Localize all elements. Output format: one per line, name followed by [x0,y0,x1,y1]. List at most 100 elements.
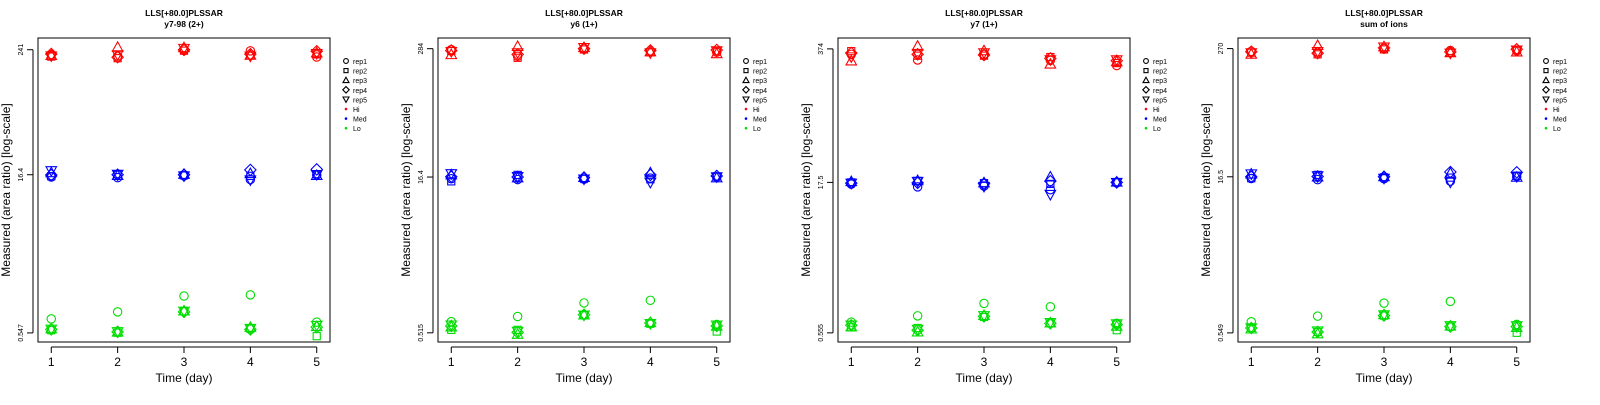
legend-rep4-label: rep4 [1153,88,1167,95]
point-med-rep5-day2 [511,172,524,184]
point-med-rep3-day1 [845,175,858,187]
point-lo-rep5-day4 [244,323,257,336]
point-lo-rep1-day4 [245,290,256,300]
point-med-rep5-day1 [445,169,458,181]
legend-rep2-icon [343,68,349,74]
legend-hi-icon [1144,107,1148,111]
point-lo-rep5-day1 [1245,323,1258,335]
x-tick-label: 3 [1381,355,1388,369]
x-tick-label: 2 [1314,355,1321,369]
plot-frame [837,37,1131,343]
point-med-rep4-day1 [444,170,458,184]
chart-subtitle: y7-98 (2+) [164,19,204,29]
y-tick-label: 270 [1218,43,1225,55]
x-tick-label: 2 [114,355,121,369]
legend-med-icon [744,117,748,120]
point-med-rep5-day5 [1110,177,1123,190]
y-tick-label: 0.555 [818,324,825,342]
point-lo-rep5-day5 [1110,319,1123,331]
point-lo-rep2-day5 [712,327,721,336]
legend-rep3-label: rep3 [1553,78,1567,85]
point-hi-rep5-day5 [1510,45,1523,57]
point-med-rep5-day2 [911,176,924,189]
point-med-rep5-day5 [310,169,323,182]
legend-rep4-label: rep4 [353,88,367,95]
point-lo-rep5-day1 [445,320,458,332]
x-tick-label: 1 [448,355,455,369]
point-hi-rep5-day5 [1110,55,1123,67]
plot-frame [437,37,731,343]
legend: rep1 rep2 rep3 rep4 rep5 Hi Med Lo [1141,58,1167,133]
point-hi-rep5-day1 [1245,48,1258,60]
legend: rep1 rep2 rep3 rep4 rep5 Hi Med Lo [1541,58,1567,133]
legend-lo-label: Lo [353,126,361,133]
point-lo-rep3-day3 [577,308,591,320]
legend: rep1 rep2 rep3 rep4 rep5 Hi Med Lo [741,58,767,133]
y-tick-label: 241 [18,44,25,56]
legend-lo-icon [1144,126,1148,130]
point-med-rep4-day1 [1244,170,1258,184]
point-hi-rep2-day2 [113,54,122,63]
point-med-rep5-day1 [845,178,858,190]
point-med-rep4-day3 [977,177,991,191]
chart-title: LLS[+80.0]PLSSAR [945,8,1023,18]
x-axis-label: Time (day) [156,371,213,385]
chart-subtitle: y6 (1+) [570,19,597,29]
point-med-rep5-day4 [644,177,657,189]
point-lo-rep1-day3 [1379,298,1389,308]
point-lo-rep1-day3 [179,291,189,301]
legend-rep2-label: rep2 [353,69,367,76]
point-hi-rep4-day1 [844,46,858,60]
legend-rep5-label: rep5 [753,97,767,104]
legend-rep5-label: rep5 [1553,97,1567,104]
y-axis-label: Measured (area ratio) [log-scale] [0,103,13,276]
point-hi-rep5-day3 [977,48,991,60]
legend-rep4-label: rep4 [753,88,767,95]
y-tick-label: 17.5 [818,175,825,189]
legend-hi-icon [344,107,348,111]
point-lo-rep1-day2 [512,311,523,322]
x-tick-label: 1 [48,355,55,369]
point-med-rep3-day3 [1377,170,1391,182]
legend-med-icon [1144,117,1148,120]
point-med-rep4-day3 [1377,170,1391,184]
point-lo-rep1-day1 [1246,316,1257,327]
point-hi-rep5-day4 [244,51,257,63]
point-med-rep3-day5 [1110,175,1123,187]
y-tick-label: 284 [418,43,425,55]
point-med-rep5-day2 [111,169,124,181]
point-lo-rep3-day3 [977,308,991,321]
legend-hi-icon [744,107,748,111]
y-tick-label: 0.549 [1218,324,1225,342]
point-hi-rep1-day4 [245,46,256,56]
point-hi-rep4-day2 [111,50,125,64]
point-med-rep1-day4 [1045,184,1056,195]
y-tick-label: 16.4 [18,168,25,182]
point-hi-rep5-day5 [710,46,723,58]
point-lo-rep5-day3 [977,311,991,323]
point-med-rep4-day4 [1043,174,1057,188]
point-lo-rep5-day3 [1377,310,1391,322]
point-lo-rep5-day2 [1311,326,1324,338]
point-med-rep3-day3 [177,167,191,179]
point-hi-rep2-day2 [513,53,522,62]
point-lo-rep1-day2 [1312,311,1323,321]
point-med-rep5-day3 [577,174,591,186]
point-lo-rep1-day5 [311,317,322,327]
x-tick-label: 5 [1513,355,1520,369]
point-hi-rep4-day2 [1311,46,1325,60]
point-hi-rep3-day3 [577,41,591,53]
point-hi-rep3-day3 [1377,40,1391,52]
x-tick-label: 4 [247,355,254,369]
legend-med-icon [344,117,348,120]
y-tick-label: 16.4 [418,170,425,184]
legend-rep4-icon [1541,85,1551,94]
point-hi-rep3-day2 [511,39,524,51]
x-tick-label: 5 [313,355,320,369]
chart-subtitle: y7 (1+) [970,19,997,29]
point-hi-rep5-day2 [1311,46,1324,59]
